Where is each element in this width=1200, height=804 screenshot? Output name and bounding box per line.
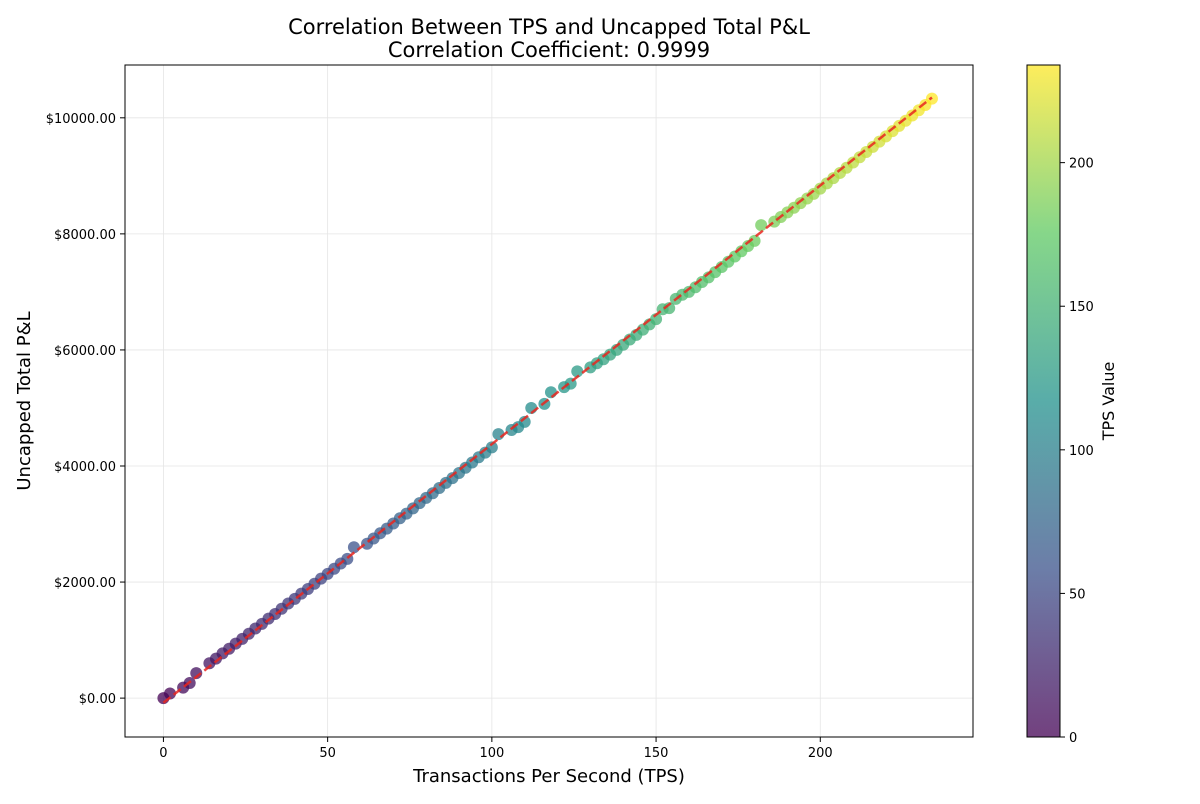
chart-title: Correlation Between TPS and Uncapped Tot… bbox=[288, 15, 810, 39]
y-axis-label: Uncapped Total P&L bbox=[14, 311, 35, 490]
point bbox=[163, 687, 176, 700]
point bbox=[755, 219, 768, 232]
y-tick-label: $2000.00 bbox=[54, 576, 116, 591]
colorbar-tick-label: 150 bbox=[1069, 300, 1094, 315]
point bbox=[571, 365, 584, 378]
colorbar-tick-label: 200 bbox=[1069, 157, 1094, 172]
plot-frame bbox=[124, 64, 974, 738]
colorbar-tick-label: 0 bbox=[1069, 731, 1077, 746]
colorbar-tick-label: 50 bbox=[1069, 587, 1086, 602]
point bbox=[347, 541, 360, 554]
point bbox=[518, 415, 531, 428]
y-tick-label: $0.00 bbox=[79, 692, 116, 707]
trend-line bbox=[162, 96, 933, 704]
point bbox=[650, 313, 663, 326]
x-tick-label: 100 bbox=[479, 746, 504, 761]
point bbox=[190, 667, 203, 680]
chart-subtitle: Correlation Coefficient: 0.9999 bbox=[388, 38, 710, 62]
colorbar-label: TPS Value bbox=[1099, 362, 1118, 442]
colorbar bbox=[1026, 64, 1061, 738]
point bbox=[663, 302, 676, 315]
x-axis-label: Transactions Per Second (TPS) bbox=[412, 766, 685, 787]
point bbox=[485, 441, 498, 454]
y-tick-label: $4000.00 bbox=[54, 460, 116, 475]
y-tick-label: $10000.00 bbox=[46, 112, 116, 127]
x-tick-label: 150 bbox=[644, 746, 669, 761]
colorbar-tick-label: 100 bbox=[1069, 444, 1094, 459]
x-tick-label: 0 bbox=[159, 746, 167, 761]
x-tick-label: 50 bbox=[319, 746, 336, 761]
point bbox=[748, 234, 761, 247]
y-tick-label: $8000.00 bbox=[54, 228, 116, 243]
point bbox=[544, 386, 557, 399]
y-tick-label: $6000.00 bbox=[54, 344, 116, 359]
x-tick-label: 200 bbox=[808, 746, 833, 761]
